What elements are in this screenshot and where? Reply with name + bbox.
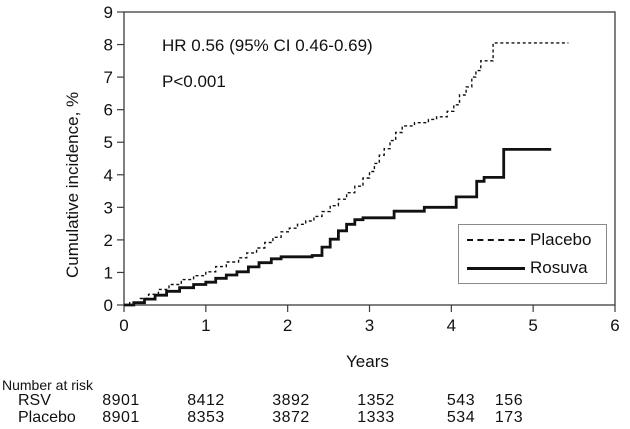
x-tick-label: 1 [201,316,210,335]
y-tick-label: 3 [104,198,113,217]
x-tick-label: 4 [447,316,456,335]
x-tick-label: 6 [610,316,619,335]
legend: Placebo Rosuva [458,224,607,284]
risk-value: 8901 [102,409,140,426]
risk-value: 543 [446,392,476,409]
risk-value: 8901 [102,392,140,409]
risk-row-label: Placebo [18,409,76,426]
risk-value: 534 [446,409,476,426]
y-tick-label: 7 [104,68,113,87]
hr-annotation: HR 0.56 (95% CI 0.46-0.69) [162,36,373,55]
legend-entry-placebo: Placebo [459,227,606,253]
y-tick-label: 0 [104,296,113,315]
legend-entry-rosuva: Rosuva [459,255,606,281]
risk-value: 3892 [272,392,310,409]
risk-value: 1352 [357,392,395,409]
risk-value: 1333 [357,409,395,426]
pvalue-annotation: P<0.001 [162,72,226,91]
y-axis-title: Cumulative incidence, % [63,91,82,278]
y-tick-label: 8 [104,36,113,55]
y-tick-label: 9 [104,3,113,22]
x-tick-label: 5 [528,316,537,335]
legend-label: Rosuva [530,258,588,277]
y-tick-label: 4 [104,166,113,185]
y-tick-label: 6 [104,101,113,120]
dashed-line-swatch [467,239,525,241]
rosuva-curve [124,148,552,307]
x-tick-label: 0 [119,316,128,335]
risk-value: 173 [494,409,524,426]
solid-line-swatch [467,266,525,270]
risk-value: 156 [494,392,524,409]
number-at-risk-title: Number at risk [2,377,94,393]
placebo-curve [124,42,569,306]
y-tick-label: 2 [104,231,113,250]
x-tick-label: 2 [283,316,292,335]
x-axis-title: Years [346,352,389,371]
legend-label: Placebo [530,230,592,249]
risk-row-label: RSV [18,392,51,409]
risk-value: 3872 [272,409,310,426]
risk-value: 8353 [187,409,225,426]
risk-value: 8412 [187,392,225,409]
x-tick-label: 3 [365,316,374,335]
y-tick-label: 5 [104,133,113,152]
y-tick-label: 1 [104,263,113,282]
